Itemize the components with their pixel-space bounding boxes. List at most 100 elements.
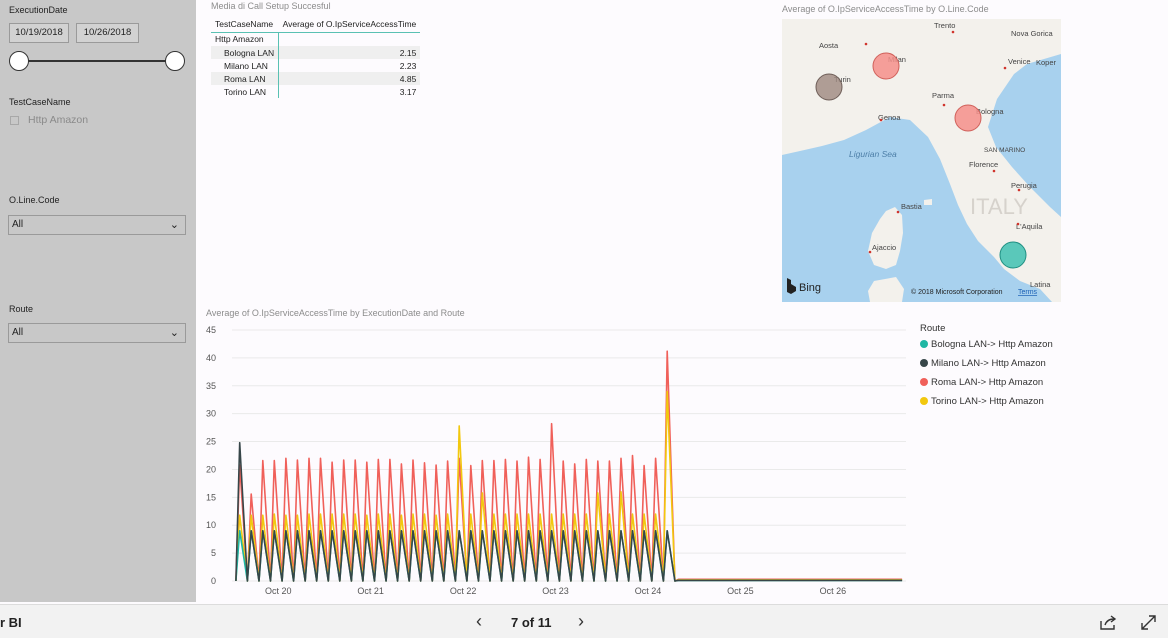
legend-dot [920,397,928,405]
table-row: Roma LAN 4.85 [211,72,421,85]
map-label: Perugia [1011,181,1038,190]
map-label: Aosta [819,41,839,50]
map-title: Average of O.IpServiceAccessTime by O.Li… [782,4,989,14]
sardinia-landmass [868,277,904,302]
row-value: 3.17 [399,86,417,97]
row-name: Roma LAN [211,72,280,85]
matrix-col2-header[interactable]: Average of O.IpServiceAccessTime [278,16,421,33]
row-value: 4.85 [278,72,421,85]
map-label: Koper [1036,58,1057,67]
legend-item-roma[interactable]: Roma LAN-> Http Amazon [920,377,1043,388]
y-tick-label: 5 [211,548,216,558]
y-tick-label: 10 [206,520,216,530]
row-name: Torino LAN [211,85,280,98]
map-canvas: Ligurian Sea ITALY Trento Nova Gorica Ao… [782,19,1061,302]
filter-pane: ExecutionDate 10/19/2018 10/26/2018 Test… [0,0,196,602]
y-tick-label: 0 [211,576,216,586]
date-range-slider[interactable] [18,60,176,62]
svg-text:Bing: Bing [799,282,821,294]
legend-label: Roma LAN-> Http Amazon [931,377,1044,388]
elba-landmass [924,199,932,205]
corsica-landmass [868,207,903,269]
share-icon[interactable] [1099,615,1117,631]
previous-page-icon[interactable]: ‹ [476,611,482,631]
series-line [235,441,903,582]
execution-date-label: ExecutionDate [9,5,68,15]
legend-label: Bologna LAN-> Http Amazon [931,339,1053,350]
bing-logo: Bing [787,278,821,294]
matrix-title: Media di Call Setup Succesful [211,1,331,11]
terms-link[interactable]: Terms [1018,289,1038,296]
y-tick-label: 25 [206,437,216,447]
test-case-name-label: TestCaseName [9,97,71,107]
brand-label: r BI [0,615,22,630]
row-value: 2.23 [399,60,417,71]
legend-item-milano[interactable]: Milano LAN-> Http Amazon [920,358,1046,369]
map-label: ITALY [970,194,1028,219]
map-visual[interactable]: Ligurian Sea ITALY Trento Nova Gorica Ao… [782,19,1061,302]
line-code-dropdown[interactable]: All ⌄ [8,215,186,235]
table-row: Torino LAN 3.17 [211,85,420,98]
map-label: Nova Gorica [1011,29,1054,38]
chevron-down-icon: ⌄ [169,327,179,339]
report-footer: r BI ‹ 7 of 11 › [0,604,1168,638]
http-amazon-option[interactable]: Http Amazon [28,114,89,126]
legend-dot [920,359,928,367]
map-label: SAN MARINO [984,147,1025,154]
row-name: Milano LAN [211,59,280,72]
start-date-input[interactable]: 10/19/2018 [9,23,69,43]
matrix-table: TestCaseName Average of O.IpServiceAcces… [211,16,421,98]
next-page-icon[interactable]: › [578,611,584,631]
route-dropdown[interactable]: All ⌄ [8,323,186,343]
row-name: Bologna LAN [211,46,280,59]
y-tick-label: 20 [206,464,216,474]
y-tick-label: 45 [206,325,216,335]
slider-start-handle[interactable] [9,51,29,71]
milano-lan-bubble[interactable] [815,73,843,101]
legend-dot [920,340,928,348]
x-tick-label: Oct 26 [820,586,847,596]
roma-lan-bubble[interactable] [999,241,1027,269]
fullscreen-icon[interactable] [1140,614,1157,631]
row-value: 2.15 [278,46,421,59]
map-label: Parma [932,91,955,100]
map-copyright: © 2018 Microsoft Corporation [911,288,1003,296]
route-value: All [12,327,24,338]
map-label: Ligurian Sea [849,149,897,159]
map-label: Florence [969,160,998,169]
map-label: Bologna [976,107,1004,116]
matrix-group-value [279,32,421,46]
y-tick-label: 40 [206,353,216,363]
map-label: L'Aquila [1016,222,1043,231]
line-code-label: O.Line.Code [9,195,60,205]
line-chart[interactable]: 0 5 10 15 20 25 30 35 40 45 Oct 20 Oct 21 Oct 22 Oct … [196,305,916,607]
x-tick-label: Oct 21 [357,586,384,596]
map-label: Latina [1030,280,1051,289]
table-row: Bologna LAN 2.15 [211,46,421,59]
matrix-col1-header[interactable]: TestCaseName [211,16,279,33]
legend-label: Milano LAN-> Http Amazon [931,358,1046,369]
map-label: Genoa [878,113,901,122]
x-tick-label: Oct 24 [635,586,662,596]
chart-title: Average of O.IpServiceAccessTime by Exec… [206,308,465,318]
series-line [235,390,903,582]
end-date-input[interactable]: 10/26/2018 [76,23,139,43]
chevron-down-icon: ⌄ [169,219,179,231]
y-tick-label: 35 [206,381,216,391]
map-label: Bastia [901,202,923,211]
legend-item-bologna[interactable]: Bologna LAN-> Http Amazon [920,339,1053,350]
torino-lan-bubble[interactable] [872,52,900,80]
slider-end-handle[interactable] [165,51,185,71]
italy-landmass [782,19,1061,302]
map-label: Venice [1008,57,1031,66]
bologna-lan-bubble[interactable] [954,104,982,132]
table-row: Milano LAN 2.23 [211,59,420,72]
http-amazon-checkbox[interactable] [10,116,19,125]
legend-item-torino[interactable]: Torino LAN-> Http Amazon [920,396,1044,407]
map-label: Turin [834,75,851,84]
y-tick-label: 15 [206,492,216,502]
line-code-value: All [12,219,24,230]
line-chart-canvas: 0 5 10 15 20 25 30 35 40 45 Oct 20 Oct 21 Oct 22 Oct … [206,325,906,596]
legend-title: Route [920,323,946,334]
y-tick-label: 30 [206,409,216,419]
